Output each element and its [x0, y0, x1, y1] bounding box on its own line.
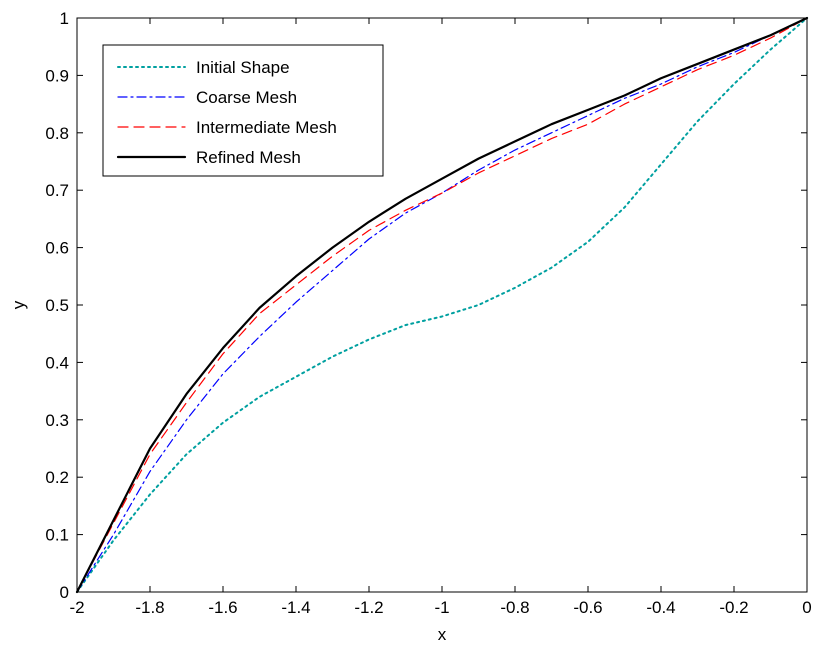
x-tick-label: -1.2 — [354, 598, 383, 617]
x-tick-label: -0.6 — [573, 598, 602, 617]
x-tick-label: -0.8 — [500, 598, 529, 617]
y-tick-label: 0.7 — [45, 181, 69, 200]
y-axis-label: y — [9, 300, 28, 309]
legend-label-intermediate-mesh: Intermediate Mesh — [196, 118, 337, 137]
y-tick-label: 0.6 — [45, 239, 69, 258]
legend: Initial Shape Coarse Mesh Intermediate Mes… — [103, 45, 383, 176]
x-tick-label: -1.6 — [208, 598, 237, 617]
x-tick-label: -1 — [434, 598, 449, 617]
legend-label-refined-mesh: Refined Mesh — [196, 148, 301, 167]
y-tick-label: 0.2 — [45, 468, 69, 487]
legend-label-initial-shape: Initial Shape — [196, 58, 290, 77]
x-tick-label: -0.2 — [719, 598, 748, 617]
x-tick-label: -1.8 — [135, 598, 164, 617]
y-tick-label: 0.5 — [45, 296, 69, 315]
y-tick-label: 0.1 — [45, 526, 69, 545]
x-tick-label: -1.4 — [281, 598, 310, 617]
x-tick-label: 0 — [802, 598, 811, 617]
x-axis-label: x — [438, 625, 447, 644]
y-tick-label: 0.3 — [45, 411, 69, 430]
y-tick-label: 0.4 — [45, 353, 69, 372]
y-tick-label: 0.8 — [45, 124, 69, 143]
legend-label-coarse-mesh: Coarse Mesh — [196, 88, 297, 107]
y-tick-label: 0.9 — [45, 66, 69, 85]
y-tick-label: 1 — [60, 9, 69, 28]
x-tick-label: -2 — [69, 598, 84, 617]
y-tick-label: 0 — [60, 583, 69, 602]
x-tick-label: -0.4 — [646, 598, 675, 617]
